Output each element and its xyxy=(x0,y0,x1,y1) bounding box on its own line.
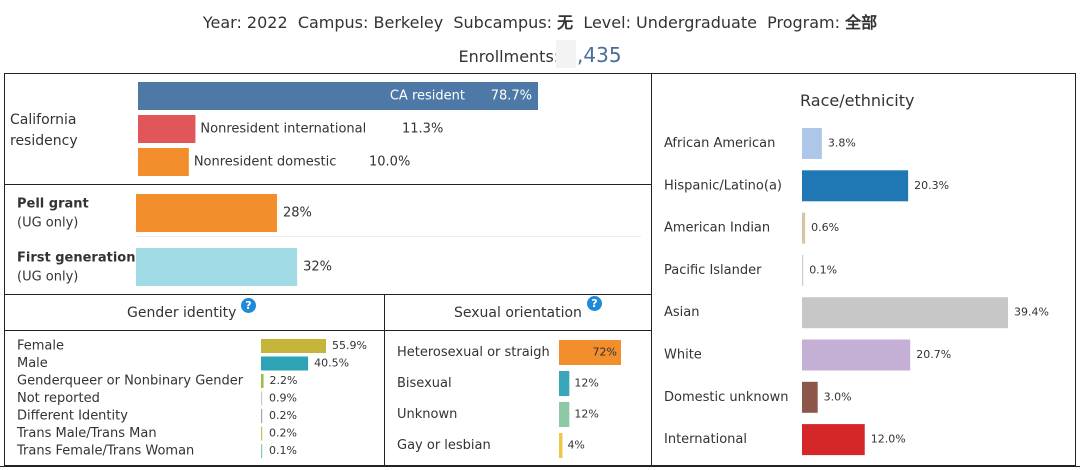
pell-firstgen-category-label: First generation xyxy=(17,251,135,266)
orientation-value-label: 12% xyxy=(574,408,598,421)
residency-category-label: Nonresident domestic xyxy=(194,155,337,170)
gender-help-icon[interactable]: ? xyxy=(241,298,256,313)
gender-bar xyxy=(261,374,264,388)
subcampus-value: 无 xyxy=(557,13,574,32)
orientation-bar xyxy=(559,402,570,427)
gender-category-label: Different Identity xyxy=(17,409,128,424)
orientation-category-label: Bisexual xyxy=(397,376,452,391)
pell-firstgen-value-label: 32% xyxy=(303,260,332,275)
orientation-help-icon[interactable]: ? xyxy=(587,296,602,311)
gender-value-label: 0.1% xyxy=(269,444,297,457)
gender-value-label: 40.5% xyxy=(314,357,349,370)
race-bar xyxy=(802,297,1008,329)
orientation-category-label: Heterosexual or straigh xyxy=(397,345,550,360)
residency-title: California residency xyxy=(10,112,78,149)
race-category-label: Domestic unknown xyxy=(664,390,788,405)
gender-category-label: Genderqueer or Nonbinary Gender xyxy=(17,374,244,389)
race-value-label: 3.8% xyxy=(828,137,856,150)
residency-value-label: 10.0% xyxy=(369,155,410,170)
gender-value-label: 2.2% xyxy=(270,374,298,387)
pell-firstgen-bar xyxy=(136,248,298,286)
race-category-label: American Indian xyxy=(664,221,770,236)
residency-value-label: 11.3% xyxy=(402,122,443,137)
residency-category-label: Nonresident international xyxy=(200,122,366,137)
gender-bar xyxy=(261,391,263,406)
race-bar xyxy=(802,212,806,244)
gender-category-label: Not reported xyxy=(17,391,100,406)
orientation-header-divider xyxy=(385,330,651,331)
filter-summary: Year: 2022 Campus: Berkeley Subcampus: 无… xyxy=(0,9,1080,33)
race-category-label: Asian xyxy=(664,305,699,320)
gender-category-label: Female xyxy=(17,339,64,354)
orientation-category-label: Unknown xyxy=(397,407,457,422)
gender-value-label: 0.2% xyxy=(269,427,297,440)
year-value: 2022 xyxy=(246,13,288,32)
pell-firstgen-category-label: (UG only) xyxy=(17,216,78,231)
race-value-label: 3.0% xyxy=(824,390,852,403)
residency-value-label: 78.7% xyxy=(491,89,532,104)
race-bar xyxy=(802,424,865,456)
gender-bar xyxy=(261,444,263,458)
gender-header-divider xyxy=(5,330,384,331)
program-value: 全部 xyxy=(845,13,878,32)
orientation-value-label: 72% xyxy=(593,346,617,359)
residency-bar xyxy=(138,115,196,143)
gender-value-label: 0.9% xyxy=(269,392,297,405)
orientation-value-label: 4% xyxy=(567,439,584,452)
year-label: Year: xyxy=(202,13,242,32)
race-bar xyxy=(802,170,909,202)
enrollments-value-highlight xyxy=(556,40,576,68)
enrollments-label: Enrollments: xyxy=(458,47,560,66)
race-category-label: Hispanic/Latino(a) xyxy=(664,178,782,193)
gender-category-label: Trans Female/Trans Woman xyxy=(16,444,194,459)
race-value-label: 20.3% xyxy=(914,179,949,192)
gender-value-label: 0.2% xyxy=(269,409,297,422)
bottom-divider xyxy=(0,466,1080,467)
race-value-label: 0.6% xyxy=(811,221,839,234)
race-bar xyxy=(802,254,804,286)
race-value-label: 20.7% xyxy=(916,348,951,361)
race-category-label: International xyxy=(664,432,747,447)
orientation-bar xyxy=(559,433,563,458)
race-bar xyxy=(802,128,822,159)
orientation-value-label: 12% xyxy=(574,377,598,390)
race-value-label: 12.0% xyxy=(871,433,906,446)
race-value-label: 0.1% xyxy=(809,263,837,276)
orientation-bar xyxy=(559,371,570,396)
gender-bar xyxy=(261,339,326,353)
residency-category-label: CA resident xyxy=(390,89,465,104)
gender-title: Gender identity xyxy=(127,305,237,321)
gender-category-label: Male xyxy=(17,356,48,371)
pell-firstgen-category-label: (UG only) xyxy=(17,270,78,285)
race-category-label: White xyxy=(664,348,702,363)
race-category-label: Pacific Islander xyxy=(664,263,762,278)
race-panel xyxy=(651,73,1076,466)
pell-firstgen-category-label: Pell grant xyxy=(17,197,89,212)
orientation-category-label: Gay or lesbian xyxy=(397,438,491,453)
race-category-label: African American xyxy=(664,136,775,151)
race-title: Race/ethnicity xyxy=(800,91,915,110)
pell-firstgen-bar xyxy=(136,194,277,232)
race-bar xyxy=(802,381,818,413)
race-value-label: 39.4% xyxy=(1014,306,1049,319)
program-label: Program: xyxy=(767,13,841,32)
pell-firstgen-value-label: 28% xyxy=(283,206,312,221)
orientation-bar xyxy=(559,340,621,365)
subcampus-label: Subcampus: xyxy=(453,13,553,32)
campus-value: Berkeley xyxy=(373,13,444,32)
gender-bar xyxy=(261,409,263,423)
orientation-title: Sexual orientation xyxy=(454,305,582,321)
level-label: Level: xyxy=(583,13,631,32)
race-bar xyxy=(802,339,911,371)
campus-label: Campus: xyxy=(297,13,369,32)
gender-bar xyxy=(261,426,263,441)
residency-bar xyxy=(138,148,189,176)
gender-category-label: Trans Male/Trans Man xyxy=(16,426,157,441)
gender-value-label: 55.9% xyxy=(332,339,367,352)
gender-bar xyxy=(261,356,309,371)
residency-bar xyxy=(138,82,538,110)
pell-row-guide xyxy=(136,236,641,237)
level-value: Undergraduate xyxy=(636,13,757,32)
